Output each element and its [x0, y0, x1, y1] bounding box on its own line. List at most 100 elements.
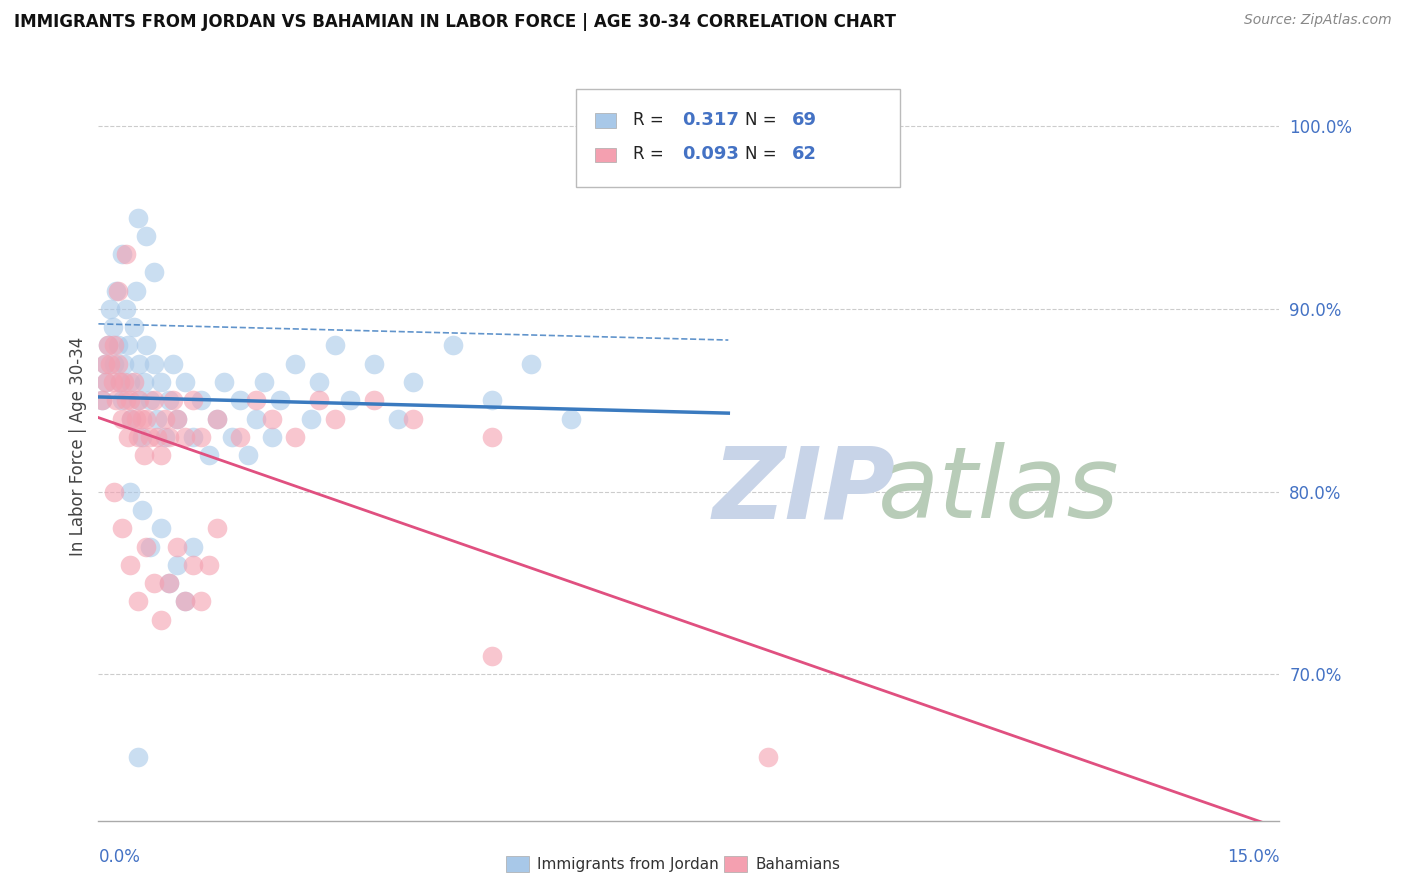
Point — [107, 284, 129, 298]
Point — [132, 448, 155, 462]
Point — [127, 430, 149, 444]
Point — [157, 393, 180, 408]
Point — [197, 448, 219, 462]
Text: Source: ZipAtlas.com: Source: ZipAtlas.com — [1244, 13, 1392, 28]
Point — [146, 411, 169, 425]
Point — [402, 375, 425, 389]
Point — [115, 301, 138, 316]
Text: 0.0%: 0.0% — [98, 848, 141, 866]
Text: R =: R = — [633, 145, 669, 163]
Point — [284, 357, 307, 371]
Point — [481, 430, 503, 444]
Point — [299, 411, 322, 425]
Point — [166, 558, 188, 572]
Point — [107, 338, 129, 352]
Point — [111, 393, 134, 408]
Point — [181, 558, 204, 572]
Point — [98, 357, 121, 371]
Text: 69: 69 — [792, 112, 817, 129]
Point — [245, 393, 267, 408]
Text: R =: R = — [633, 112, 669, 129]
Point — [181, 430, 204, 444]
Point — [150, 448, 173, 462]
Point — [125, 284, 148, 298]
Point — [205, 411, 228, 425]
Point — [308, 375, 330, 389]
Point — [110, 375, 132, 389]
Point — [138, 430, 160, 444]
Point — [128, 393, 150, 408]
Point — [269, 393, 291, 408]
Point — [157, 576, 180, 591]
Point — [323, 411, 346, 425]
Point — [387, 411, 409, 425]
Point — [118, 375, 141, 389]
Point — [118, 393, 141, 408]
Point — [481, 649, 503, 664]
Text: 62: 62 — [792, 145, 817, 163]
Point — [181, 540, 204, 554]
Point — [166, 411, 188, 425]
Point — [131, 430, 153, 444]
Point — [190, 393, 212, 408]
Point — [441, 338, 464, 352]
Point — [155, 430, 177, 444]
Point — [260, 430, 283, 444]
Point — [111, 247, 134, 261]
Point — [91, 393, 114, 408]
Point — [150, 375, 173, 389]
Point — [101, 320, 124, 334]
Point — [190, 430, 212, 444]
Point — [157, 430, 180, 444]
Point — [174, 594, 197, 608]
Point — [205, 411, 228, 425]
Point — [131, 503, 153, 517]
Point — [146, 430, 169, 444]
Point — [121, 411, 143, 425]
Point — [117, 338, 139, 352]
Point — [104, 393, 127, 408]
Point — [132, 375, 155, 389]
Point — [174, 430, 197, 444]
Point — [142, 393, 165, 408]
Point — [101, 375, 124, 389]
Text: Bahamians: Bahamians — [755, 857, 839, 871]
Point — [150, 521, 173, 535]
Point — [190, 594, 212, 608]
Point — [91, 393, 114, 408]
Point — [214, 375, 236, 389]
Point — [308, 393, 330, 408]
Point — [110, 375, 132, 389]
Point — [229, 393, 252, 408]
Point — [98, 301, 121, 316]
Point — [142, 357, 165, 371]
Point — [138, 393, 160, 408]
Point — [166, 540, 188, 554]
Y-axis label: In Labor Force | Age 30-34: In Labor Force | Age 30-34 — [69, 336, 87, 556]
Point — [174, 375, 197, 389]
Point — [260, 411, 283, 425]
Point — [127, 211, 149, 225]
Text: atlas: atlas — [877, 442, 1119, 540]
Point — [96, 375, 118, 389]
Text: IMMIGRANTS FROM JORDAN VS BAHAMIAN IN LABOR FORCE | AGE 30-34 CORRELATION CHART: IMMIGRANTS FROM JORDAN VS BAHAMIAN IN LA… — [14, 13, 896, 31]
Point — [135, 338, 157, 352]
Point — [103, 484, 125, 499]
Point — [229, 430, 252, 444]
Point — [115, 247, 138, 261]
Text: ZIP: ZIP — [713, 442, 896, 540]
Point — [127, 749, 149, 764]
Text: 0.093: 0.093 — [682, 145, 738, 163]
Text: 0.317: 0.317 — [682, 112, 738, 129]
Point — [138, 540, 160, 554]
Point — [112, 357, 135, 371]
Point — [155, 411, 177, 425]
Point — [284, 430, 307, 444]
Point — [118, 484, 141, 499]
Point — [236, 448, 259, 462]
Point — [127, 594, 149, 608]
Point — [128, 357, 150, 371]
Point — [127, 393, 149, 408]
Point — [157, 576, 180, 591]
Point — [104, 284, 127, 298]
